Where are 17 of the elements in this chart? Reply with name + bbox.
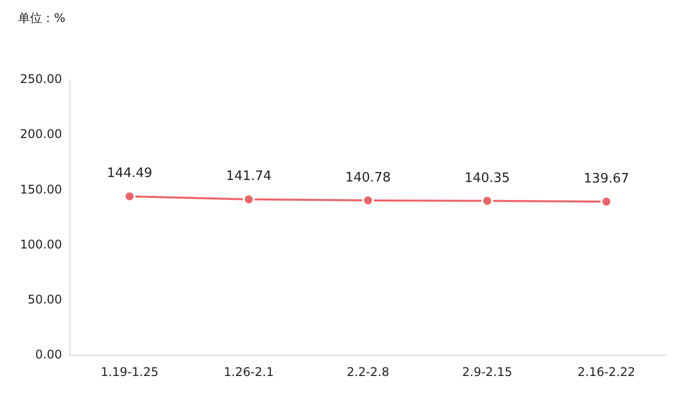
x-tick-label: 2.9-2.15 [462, 364, 512, 379]
data-label: 140.78 [345, 170, 391, 186]
x-tick-label: 2.2-2.8 [346, 364, 390, 379]
data-label: 141.74 [226, 169, 272, 184]
x-tick-label: 1.26-2.1 [224, 364, 274, 379]
y-axis-title: 单位：% [18, 10, 66, 27]
x-tick-label: 1.19-1.25 [100, 364, 158, 379]
data-label: 139.67 [584, 172, 630, 187]
y-tick-label: 250.00 [20, 72, 62, 86]
y-tick-label: 200.00 [20, 127, 62, 142]
data-label: 144.49 [106, 166, 152, 182]
y-tick-label: 0.00 [35, 348, 62, 362]
y-tick-label: 100.00 [20, 237, 62, 252]
data-label: 140.35 [464, 170, 510, 186]
y-tick-label: 150.00 [20, 182, 62, 196]
x-tick-label: 2.16-2.22 [578, 364, 636, 379]
y-tick-label: 50.00 [28, 292, 62, 307]
